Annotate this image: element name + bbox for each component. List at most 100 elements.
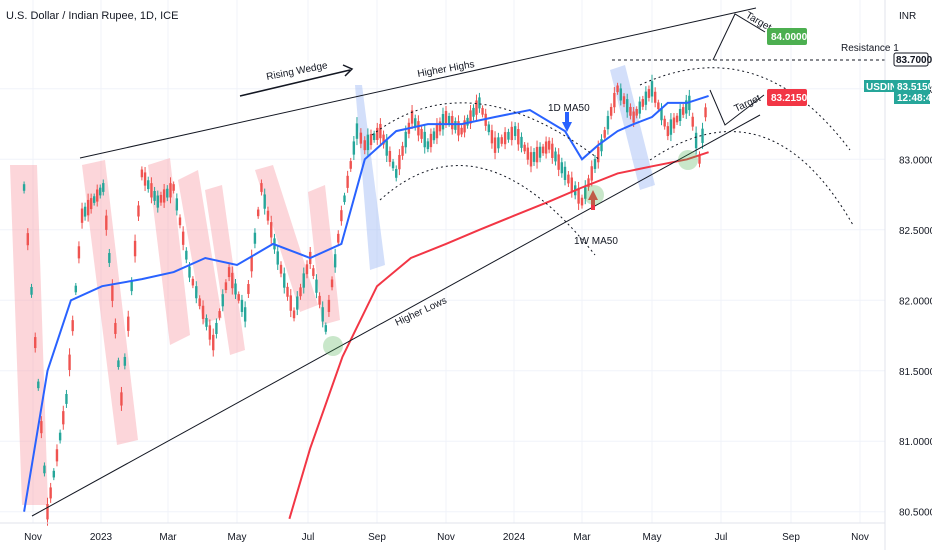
price-body <box>410 110 414 124</box>
price-body <box>672 117 676 129</box>
price-body <box>653 91 657 103</box>
price-body <box>175 198 179 211</box>
price-body <box>638 101 641 114</box>
price-body <box>312 268 315 276</box>
ma50-1d-line <box>23 94 709 512</box>
price-body <box>650 81 654 97</box>
price-body <box>55 449 59 462</box>
y-tick-label: 81.0000 <box>899 437 932 448</box>
price-body <box>557 154 560 170</box>
price-body <box>137 205 140 217</box>
price-body <box>691 116 694 127</box>
price-body <box>263 194 266 209</box>
price-body <box>694 132 698 149</box>
price-body <box>560 162 564 174</box>
last-price-tag <box>894 80 930 104</box>
price-body <box>218 311 221 318</box>
price-body <box>77 246 81 259</box>
price-body <box>96 189 99 202</box>
price-body <box>685 100 688 114</box>
price-body <box>156 195 159 208</box>
price-body <box>195 286 198 299</box>
price-body <box>355 123 359 139</box>
x-tick-label: 2023 <box>90 532 113 543</box>
price-body <box>178 217 182 226</box>
rising-wedge-arrow-head <box>342 64 354 77</box>
price-body <box>606 116 610 130</box>
price-body <box>172 184 175 191</box>
price-body <box>526 147 530 160</box>
price-body <box>532 151 536 162</box>
price-body <box>366 134 370 151</box>
currency-label: INR <box>899 11 916 22</box>
target-up-value: 84.0000 <box>771 32 808 43</box>
price-body <box>472 107 475 117</box>
x-tick-label: Jul <box>715 532 728 543</box>
target-down-value: 83.2150 <box>771 93 808 104</box>
price-body <box>681 107 685 115</box>
price-body <box>698 154 701 164</box>
price-body <box>292 310 296 319</box>
price-body <box>641 99 645 107</box>
y-tick-label: 81.5000 <box>899 367 932 378</box>
price-body <box>169 183 172 198</box>
price-body <box>250 255 253 272</box>
price-body <box>541 146 545 154</box>
price-body <box>330 279 334 288</box>
price-body <box>343 195 346 203</box>
price-body <box>669 119 673 135</box>
price-body <box>352 141 356 155</box>
price-body <box>299 287 302 297</box>
price-body <box>632 111 635 123</box>
price-body <box>613 92 616 108</box>
price-body <box>256 209 260 217</box>
x-tick-label: Mar <box>573 532 591 543</box>
price-body <box>423 131 426 148</box>
price-body <box>333 254 337 268</box>
price-body <box>346 175 349 188</box>
price-body <box>65 393 68 404</box>
price-body <box>89 198 93 210</box>
drawings <box>31 7 885 517</box>
price-body <box>675 115 679 123</box>
price-body <box>401 145 404 156</box>
price-body <box>554 151 557 162</box>
price-body <box>457 121 460 136</box>
price-body <box>535 146 539 163</box>
x-tick-label: Sep <box>368 532 386 543</box>
bearish-channel-zone <box>178 170 222 323</box>
price-body <box>159 194 163 203</box>
price-body <box>237 294 240 301</box>
price-body <box>663 118 666 127</box>
price-body <box>276 251 279 265</box>
price-body <box>487 124 491 133</box>
x-tick-label: Jul <box>302 532 315 543</box>
price-body <box>166 188 169 198</box>
price-body <box>99 187 102 196</box>
price-body <box>388 150 392 162</box>
price-body <box>74 285 78 293</box>
price-body <box>426 141 430 150</box>
arc-3 <box>639 67 851 151</box>
x-tick-label: Nov <box>437 532 455 543</box>
price-body <box>475 100 478 115</box>
price-body <box>286 286 289 297</box>
price-body <box>247 284 250 294</box>
last-price-value: 83.5150 <box>897 82 932 93</box>
price-body <box>191 278 195 286</box>
price-body <box>379 123 382 139</box>
price-body <box>507 131 510 140</box>
ma50-1d-arrow-stem <box>565 112 569 122</box>
time-axis: Nov 2023 Mar May Jul Sep Nov 2024 Mar May Jul Sep No… <box>24 532 869 543</box>
price-body <box>600 139 603 152</box>
price-body <box>609 106 613 116</box>
price-body <box>270 222 273 238</box>
x-tick-label: Mar <box>159 532 177 543</box>
price-body <box>567 174 570 184</box>
price-body <box>49 487 52 499</box>
price-body <box>315 279 318 293</box>
price-body <box>243 307 247 322</box>
y-tick-label: 82.0000 <box>899 296 932 307</box>
price-body <box>147 180 150 190</box>
